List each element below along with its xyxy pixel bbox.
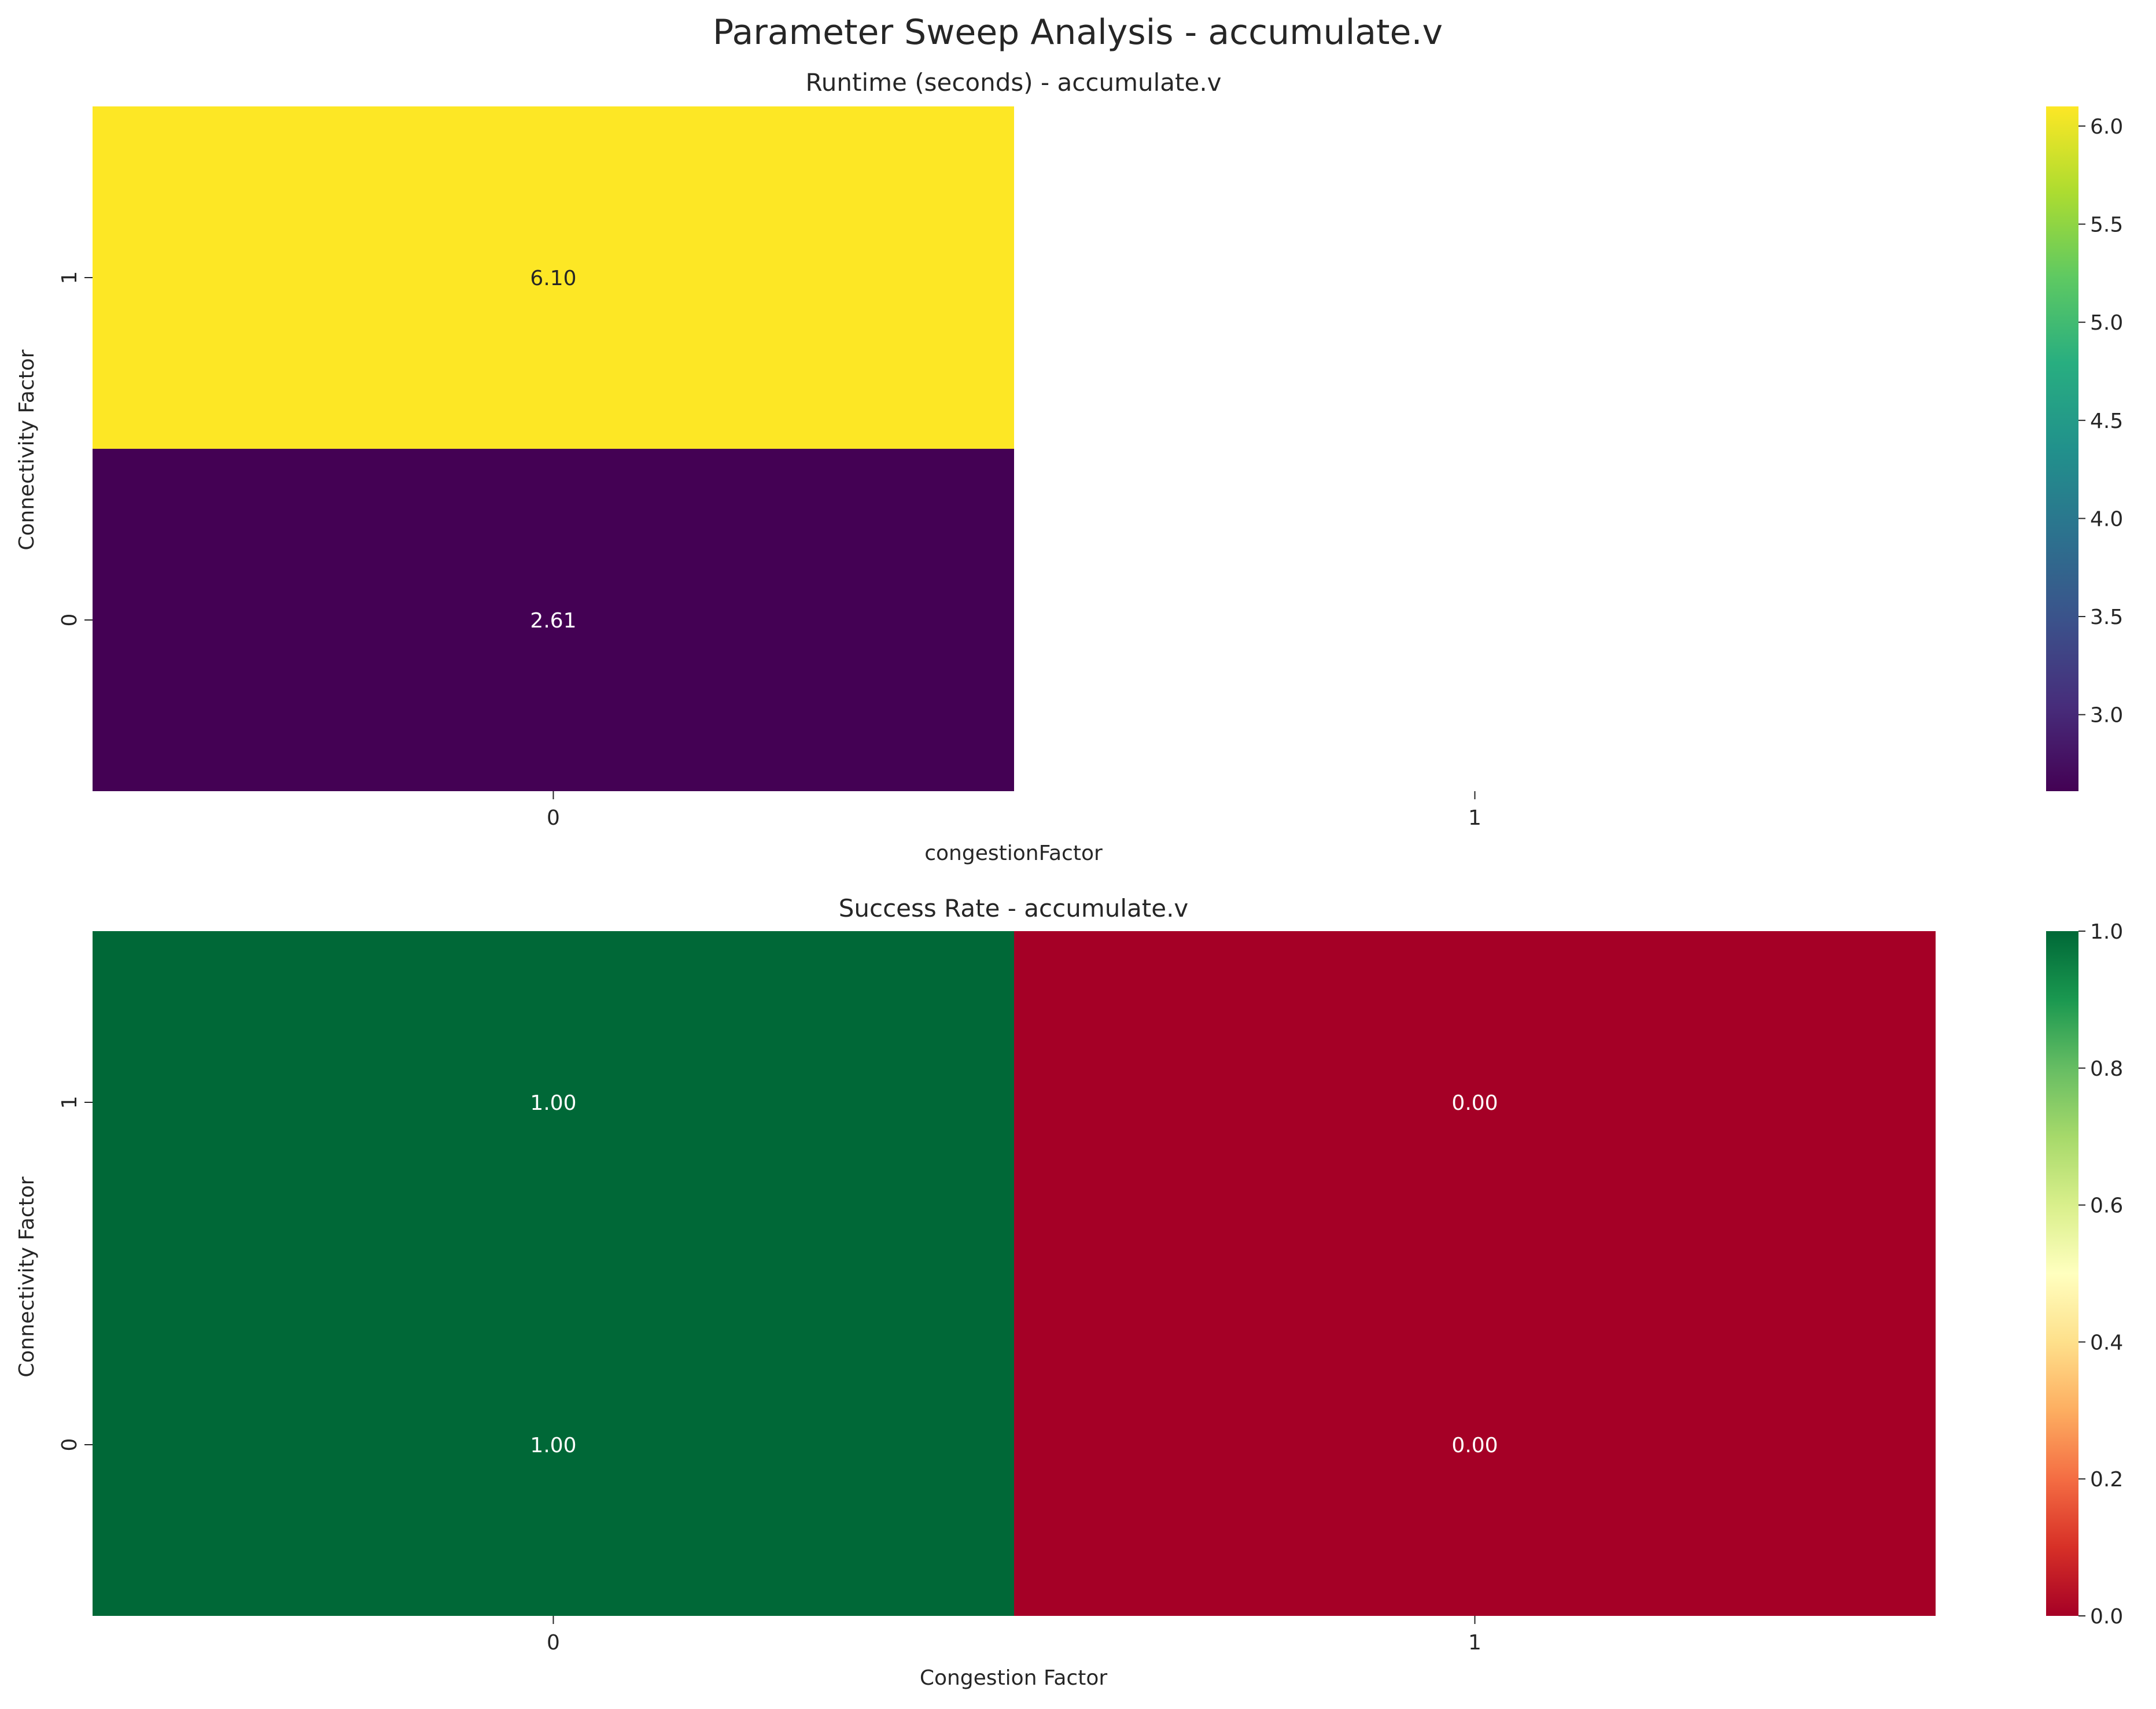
colorbar-tick-label: 3.0 [2090,704,2123,728]
success-rate-heatmap-title: Success Rate - accumulate.v [839,894,1189,922]
runtime-colorbar: 3.0 3.5 4.0 4.5 5.0 5.5 6.0 [2046,106,2123,791]
cell-annotation: 6.10 [530,267,576,290]
y-tick-label: 0 [58,1438,82,1452]
x-tick-label: 1 [1468,1631,1481,1655]
runtime-heatmap: Runtime (seconds) - accumulate.v 6.10 2.6… [15,68,1481,865]
runtime-colorbar-ticks: 3.0 3.5 4.0 4.5 5.0 5.5 6.0 [2078,115,2123,728]
heatmap-cell [93,449,1014,791]
cell-annotation: 0.00 [1451,1091,1498,1115]
success-rate-heatmap: Success Rate - accumulate.v 1.00 0.001.00… [15,894,1936,1690]
success-rate-heatmap-y-ticks: 10 [58,1096,93,1452]
heatmap-cell [93,106,1014,449]
colorbar-tick-label: 5.0 [2090,311,2123,335]
runtime-colorbar-gradient [2046,106,2078,791]
success-rate-heatmap-annotations: 1.00 0.00 1.00 0.00 [530,1091,1498,1457]
y-tick-label: 0 [58,614,82,627]
colorbar-tick-label: 0.2 [2090,1468,2123,1492]
x-tick-label: 0 [547,1631,560,1655]
cell-annotation: 2.61 [530,609,576,633]
runtime-heatmap-y-ticks: 10 [58,271,93,627]
heatmap-cell [1014,931,1936,1274]
runtime-heatmap-title: Runtime (seconds) - accumulate.v [805,68,1221,97]
colorbar-tick-label: 4.0 [2090,507,2123,531]
colorbar-tick-label: 0.4 [2090,1331,2123,1354]
cell-annotation: 1.00 [530,1434,576,1457]
colorbar-tick-label: 0.6 [2090,1194,2123,1218]
success-rate-colorbar: 0.0 0.2 0.4 0.6 0.8 1.0 [2046,920,2123,1629]
colorbar-tick-label: 0.0 [2090,1605,2123,1629]
success-rate-colorbar-gradient [2046,931,2078,1616]
colorbar-tick-label: 1.0 [2090,920,2123,944]
colorbar-tick-label: 3.5 [2090,606,2123,629]
colorbar-tick-label: 6.0 [2090,115,2123,139]
cell-annotation: 0.00 [1451,1434,1498,1457]
figure-title: Parameter Sweep Analysis - accumulate.v [713,12,1443,53]
heatmap-cell [93,1274,1014,1616]
x-tick-label: 0 [547,806,560,830]
success-rate-colorbar-ticks: 0.0 0.2 0.4 0.6 0.8 1.0 [2078,920,2123,1629]
colorbar-tick-label: 5.5 [2090,213,2123,237]
cell-annotation: 1.00 [530,1091,576,1115]
success-rate-heatmap-cells [93,931,1936,1616]
runtime-heatmap-x-axis-label: congestionFactor [924,841,1103,865]
success-rate-heatmap-x-axis-label: Congestion Factor [920,1666,1108,1690]
heatmap-cell [93,931,1014,1274]
success-rate-heatmap-y-axis-label: Connectivity Factor [15,1176,39,1377]
runtime-heatmap-y-axis-label: Connectivity Factor [15,349,39,550]
heatmap-cell [1014,1274,1936,1616]
x-tick-label: 1 [1468,806,1481,830]
runtime-heatmap-annotations: 6.10 2.61 [530,267,576,633]
runtime-heatmap-cells [93,106,1014,791]
colorbar-tick-label: 4.5 [2090,409,2123,433]
colorbar-tick-label: 0.8 [2090,1057,2123,1081]
y-tick-label: 1 [58,271,82,285]
y-tick-label: 1 [58,1096,82,1109]
